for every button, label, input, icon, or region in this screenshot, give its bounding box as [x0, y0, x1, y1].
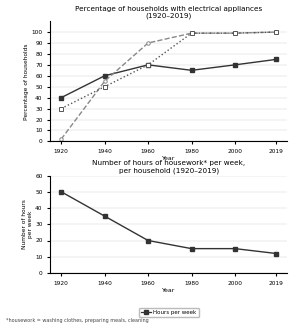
Legend: Hours per week: Hours per week	[139, 308, 199, 318]
X-axis label: Year: Year	[162, 156, 176, 161]
X-axis label: Year: Year	[162, 288, 176, 293]
Text: *housework = washing clothes, preparing meals, cleaning: *housework = washing clothes, preparing …	[6, 318, 149, 323]
Title: Percentage of households with electrical appliances
(1920–2019): Percentage of households with electrical…	[75, 6, 262, 19]
Title: Number of hours of housework* per week,
per household (1920–2019): Number of hours of housework* per week, …	[92, 160, 245, 174]
Y-axis label: Number of hours
per week: Number of hours per week	[22, 199, 33, 249]
Y-axis label: Percentage of households: Percentage of households	[25, 43, 30, 120]
Legend: Washing machine, Refrigerator, Vacuum cleaner: Washing machine, Refrigerator, Vacuum cl…	[93, 177, 244, 186]
